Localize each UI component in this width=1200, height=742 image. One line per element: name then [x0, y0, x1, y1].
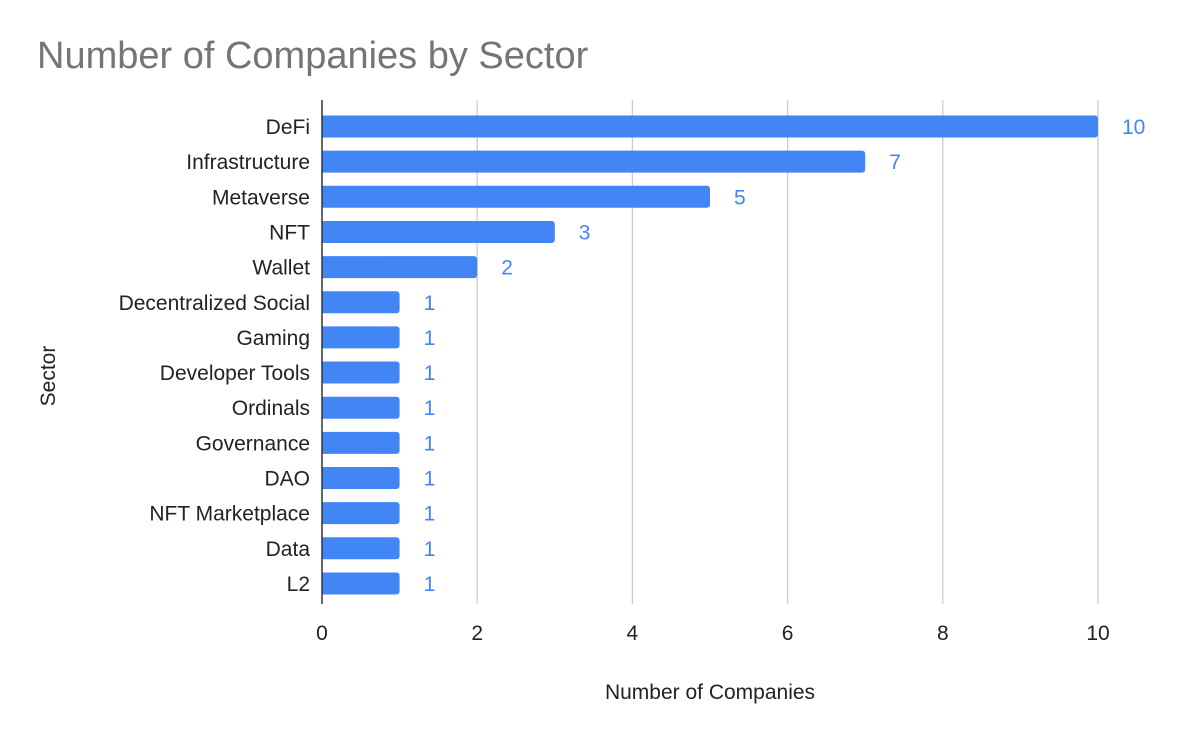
- y-tick-label-l2: L2: [287, 573, 310, 596]
- data-label-nft-marketplace: 1: [424, 503, 436, 526]
- bar-infrastructure: [322, 150, 866, 173]
- bar-data: [322, 537, 400, 560]
- bar-governance: [322, 431, 400, 454]
- data-label-metaverse: 5: [734, 186, 746, 209]
- x-tick-label-0: 0: [316, 622, 328, 645]
- chart-title: Number of Companies by Sector: [37, 35, 589, 77]
- data-label-governance: 1: [424, 432, 436, 455]
- y-tick-label-developer-tools: Developer Tools: [160, 362, 310, 385]
- y-tick-label-data: Data: [266, 538, 311, 561]
- data-label-developer-tools: 1: [424, 362, 436, 385]
- x-tick-label-8: 8: [937, 622, 949, 645]
- data-label-defi: 10: [1122, 116, 1145, 139]
- y-tick-label-defi: DeFi: [266, 116, 310, 139]
- data-label-l2: 1: [424, 573, 436, 596]
- data-label-infrastructure: 7: [889, 151, 901, 174]
- bar-defi: [322, 115, 1098, 138]
- data-label-dao: 1: [424, 468, 436, 491]
- y-tick-label-ordinals: Ordinals: [232, 397, 310, 420]
- y-tick-label-wallet: Wallet: [252, 257, 310, 280]
- bar-nft-marketplace: [322, 502, 400, 525]
- gridlines: [476, 100, 1099, 604]
- bar-nft: [322, 220, 555, 243]
- data-labels: 10 7 5 3 2 1 1 1 1 1 1 1 1 1: [424, 116, 1146, 596]
- bar-ordinals: [322, 396, 400, 419]
- bar-gaming: [322, 326, 400, 349]
- y-tick-label-governance: Governance: [196, 432, 310, 455]
- bar-metaverse: [322, 185, 710, 208]
- bar-l2: [322, 572, 400, 595]
- data-label-ordinals: 1: [424, 397, 436, 420]
- data-label-gaming: 1: [424, 327, 436, 350]
- x-axis-title: Number of Companies: [605, 681, 815, 704]
- y-tick-label-decentralized-social: Decentralized Social: [119, 292, 310, 315]
- bar-wallet: [322, 256, 478, 279]
- y-axis-title: Sector: [37, 346, 60, 407]
- x-tick-label-4: 4: [627, 622, 639, 645]
- data-label-data: 1: [424, 538, 436, 561]
- x-tick-label-10: 10: [1086, 622, 1109, 645]
- data-label-decentralized-social: 1: [424, 292, 436, 315]
- bar-dao: [322, 467, 400, 489]
- bars: [322, 115, 1098, 595]
- y-tick-label-dao: DAO: [264, 468, 310, 491]
- y-tick-label-infrastructure: Infrastructure: [186, 151, 310, 174]
- y-tick-label-nft-marketplace: NFT Marketplace: [149, 503, 310, 526]
- y-tick-label-gaming: Gaming: [236, 327, 310, 350]
- y-tick-labels: DeFi Infrastructure Metaverse NFT Wallet Dece…: [119, 116, 311, 596]
- x-tick-label-6: 6: [782, 622, 794, 645]
- x-tick-label-2: 2: [471, 622, 483, 645]
- y-tick-label-metaverse: Metaverse: [212, 186, 310, 209]
- x-tick-labels: 0 2 4 6 8 10: [316, 622, 1110, 645]
- bar-developer-tools: [322, 361, 400, 384]
- bar-decentralized-social: [322, 291, 400, 314]
- y-tick-label-nft: NFT: [269, 221, 310, 244]
- data-label-wallet: 2: [501, 257, 513, 280]
- data-label-nft: 3: [579, 221, 591, 244]
